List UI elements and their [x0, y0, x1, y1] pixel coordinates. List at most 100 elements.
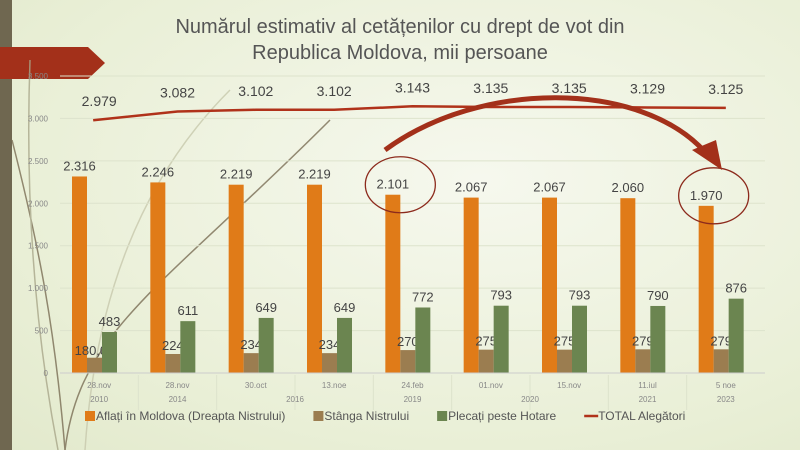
y-tick-label: 2.500 [28, 157, 49, 166]
data-label: 1.970 [690, 188, 723, 203]
x-tick-label: 13.noe [322, 381, 347, 390]
bar-hotare [258, 317, 274, 373]
bar-moldova [228, 184, 244, 373]
y-tick-label: 3.500 [28, 72, 49, 81]
data-label: 790 [647, 288, 669, 303]
x-tick-label: 01.nov [479, 381, 503, 390]
data-label: 793 [569, 288, 591, 303]
data-label: 2.067 [455, 180, 488, 195]
bar-stanga [165, 353, 181, 373]
bar-stanga [322, 353, 337, 373]
bar-hotare [337, 317, 352, 373]
data-label: 234 [240, 337, 262, 352]
bar-stanga [87, 357, 102, 373]
x-tick-label: 28.nov [87, 381, 111, 390]
bar-moldova [463, 197, 479, 373]
data-label: 2.219 [298, 167, 331, 182]
legend-label: Plecați peste Hotare [448, 409, 556, 423]
y-tick-label: 1.000 [28, 284, 49, 293]
bar-moldova [698, 205, 714, 373]
data-label: 224 [162, 338, 184, 353]
legend-swatch [437, 411, 448, 421]
data-label: 2.219 [220, 167, 253, 182]
bar-hotare [728, 298, 744, 373]
bar-stanga [713, 349, 729, 373]
data-label: 279 [632, 333, 654, 348]
year-label: 2023 [717, 395, 735, 404]
data-label: 275 [475, 334, 497, 349]
data-label: 611 [177, 303, 198, 318]
title-banner-arrow [0, 47, 105, 79]
legend-swatch [313, 411, 324, 421]
highlight-circle [364, 156, 436, 214]
x-tick-label: 24.feb [401, 381, 424, 390]
y-tick-label: 2.000 [28, 199, 49, 208]
bar-moldova [542, 197, 557, 373]
legend-label: Aflați în Moldova (Dreapta Nistrului) [96, 409, 285, 423]
year-label: 2014 [169, 395, 187, 404]
data-label: 2.316 [63, 158, 96, 173]
year-label: 2020 [521, 395, 539, 404]
bar-hotare [102, 332, 117, 373]
bar-stanga [557, 349, 572, 373]
year-label: 2016 [286, 395, 304, 404]
data-label: 2.246 [142, 164, 175, 179]
x-tick-label: 15.nov [557, 381, 581, 390]
y-tick-label: 1.500 [28, 242, 49, 251]
legend-label: Stânga Nistrului [324, 409, 409, 423]
y-tick-label: 0 [44, 369, 49, 378]
x-tick-label: 30.oct [245, 381, 268, 390]
y-tick-label: 3.000 [28, 114, 49, 123]
arrow-head-icon [692, 140, 722, 170]
data-label: 772 [412, 289, 434, 304]
data-label: 876 [725, 281, 747, 296]
bar-moldova [72, 176, 87, 373]
bar-hotare [415, 307, 431, 373]
bar-hotare [650, 305, 666, 373]
arrow-curve [383, 95, 707, 154]
total-label: 3.129 [630, 80, 665, 96]
data-label: 793 [490, 288, 512, 303]
total-label: 3.125 [708, 81, 743, 97]
year-label: 2019 [404, 395, 422, 404]
total-label: 2.979 [82, 93, 117, 109]
legend-swatch [85, 411, 95, 421]
x-tick-label: 5 noe [716, 381, 737, 390]
data-label: 279 [710, 333, 732, 348]
data-label: 234 [319, 337, 341, 352]
x-tick-label: 11.iul [638, 381, 657, 390]
total-label: 3.102 [317, 83, 352, 99]
data-label: 2.101 [377, 177, 410, 192]
x-tick-label: 28.nov [165, 381, 189, 390]
bar-hotare [180, 321, 196, 373]
bar-stanga [478, 349, 494, 373]
total-label: 3.143 [395, 79, 430, 95]
bar-hotare [493, 305, 509, 373]
data-label: 483 [99, 314, 121, 329]
y-tick-label: 500 [35, 327, 49, 336]
total-label: 3.102 [238, 83, 273, 99]
bar-moldova [620, 198, 636, 373]
data-label: 270 [397, 334, 419, 349]
data-label: 2.060 [612, 180, 645, 195]
data-label: 649 [334, 300, 356, 315]
bar-moldova [307, 184, 322, 373]
year-label: 2021 [639, 395, 657, 404]
highlight-circle [678, 167, 750, 225]
left-decor-bar [0, 0, 12, 450]
bar-stanga [635, 349, 651, 373]
total-label: 3.082 [160, 84, 195, 100]
bar-moldova [385, 194, 401, 373]
bar-moldova [150, 182, 166, 373]
total-label: 3.135 [473, 80, 508, 96]
decor-curves [11, 59, 331, 450]
chart-title: Numărul estimativ al cetățenilor cu drep… [175, 16, 625, 64]
bar-hotare [572, 305, 587, 373]
bar-stanga [243, 353, 259, 373]
bar-stanga [400, 350, 416, 373]
data-label: 2.067 [533, 180, 566, 195]
legend-label: TOTAL Alegători [598, 409, 685, 423]
year-label: 2010 [90, 395, 108, 404]
